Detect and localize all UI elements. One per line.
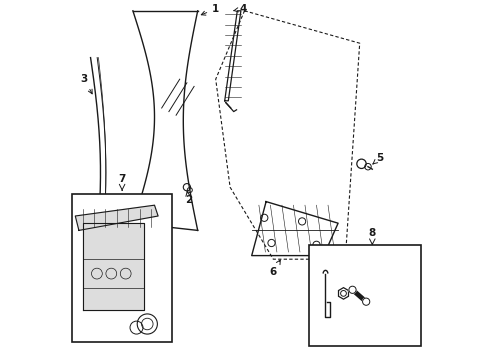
Text: 5: 5 [372, 153, 382, 164]
Circle shape [362, 298, 369, 305]
Text: 3: 3 [81, 74, 92, 94]
Text: 1: 1 [201, 4, 219, 15]
Text: 8: 8 [368, 228, 375, 238]
Text: 4: 4 [233, 4, 246, 14]
Text: 6: 6 [269, 260, 280, 277]
Text: 10: 10 [336, 328, 350, 338]
Text: 2: 2 [184, 192, 192, 205]
Circle shape [348, 286, 355, 293]
Bar [309, 245, 420, 346]
Bar [72, 194, 172, 342]
Text: 7: 7 [118, 174, 125, 184]
Text: 9: 9 [323, 328, 329, 338]
Polygon shape [82, 223, 143, 310]
Polygon shape [75, 205, 158, 230]
